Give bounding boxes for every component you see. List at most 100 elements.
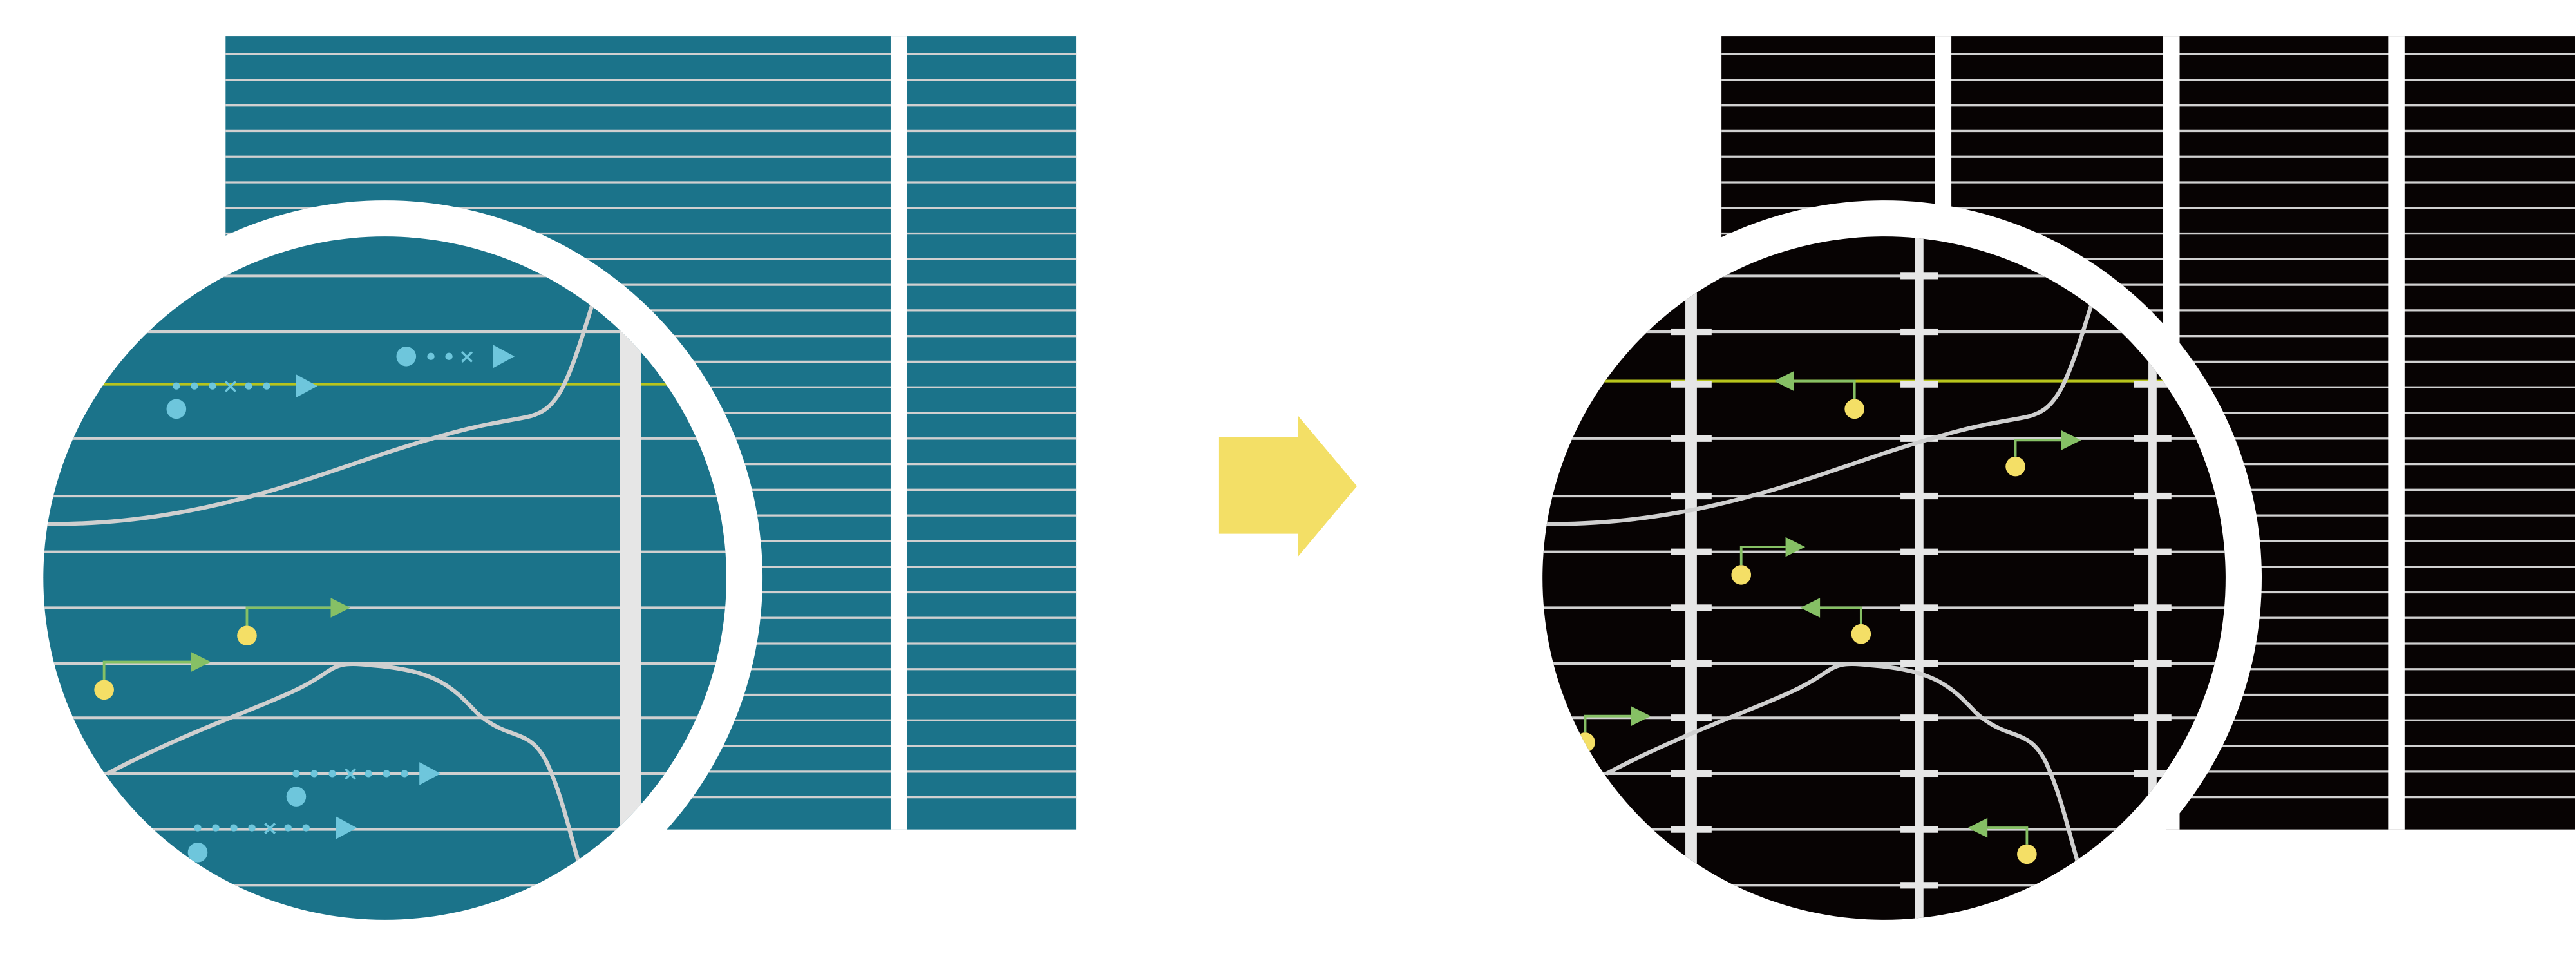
hole-dot xyxy=(1844,399,1864,419)
arrow-head-icon xyxy=(2061,430,2081,450)
contact-tick xyxy=(2134,714,2172,721)
arrow-head-icon xyxy=(336,816,357,839)
trail-dot xyxy=(248,824,256,832)
trail-dot xyxy=(365,770,372,778)
bus-bar xyxy=(1685,236,1697,920)
trail-dot xyxy=(209,382,216,390)
before-magnifier-circle: × × × × xyxy=(7,200,763,956)
arrow-head-icon xyxy=(296,374,318,398)
contact-tick xyxy=(1900,826,1938,833)
electron-dot xyxy=(187,843,208,863)
hole-dot xyxy=(2017,844,2037,864)
electron-dot xyxy=(166,399,187,419)
recombination-x-icon: × xyxy=(222,375,239,397)
bus-bar xyxy=(2148,236,2157,920)
contact-tick xyxy=(1671,660,1712,667)
after-magnifier-circle xyxy=(1506,200,2262,956)
arrow-head-icon xyxy=(330,598,351,618)
contact-tick xyxy=(1900,882,1938,889)
grain-boundary-curve xyxy=(1605,662,2080,863)
hole-dot xyxy=(1731,565,1752,585)
contact-tick xyxy=(1900,604,1938,611)
carrier-path xyxy=(1794,379,1856,399)
arrow-head-icon xyxy=(191,652,211,672)
contact-tick xyxy=(2134,548,2172,555)
contact-tick xyxy=(2134,492,2172,500)
trail-dot xyxy=(284,824,292,832)
contact-tick xyxy=(1671,492,1712,500)
bus-bar-gap xyxy=(890,36,907,830)
electron-dot xyxy=(396,346,417,367)
hole-dot xyxy=(237,625,257,646)
trail-dot xyxy=(445,352,453,360)
trail-dot xyxy=(310,770,318,778)
hole-dot xyxy=(94,680,114,700)
arrow-head-icon xyxy=(493,345,515,368)
magnified-content xyxy=(1542,236,2226,920)
recombination-x-icon: × xyxy=(342,763,359,785)
contact-tick xyxy=(1900,492,1938,500)
trail-dot xyxy=(173,382,180,390)
contact-tick xyxy=(1671,381,1712,388)
contact-tick xyxy=(2134,882,2172,889)
contact-tick xyxy=(1671,714,1712,721)
contact-tick xyxy=(1671,770,1712,778)
contact-tick xyxy=(2134,770,2172,778)
hole-dot xyxy=(2005,456,2025,477)
bus-bar xyxy=(1915,236,1924,920)
carrier-path xyxy=(1987,826,2029,845)
carrier-path xyxy=(2014,439,2061,457)
trail-dot xyxy=(263,382,270,390)
carrier-path xyxy=(1820,606,1862,624)
contact-tick xyxy=(2134,604,2172,611)
arrow-head-icon xyxy=(419,762,441,785)
trail-dot xyxy=(302,824,310,832)
contact-tick xyxy=(1900,548,1938,555)
contact-tick xyxy=(1900,660,1938,667)
recombination-x-icon: × xyxy=(261,817,278,839)
contact-tick xyxy=(1671,604,1712,611)
electron-dot xyxy=(286,787,307,807)
grain-boundary-curve xyxy=(46,295,598,526)
arrow-head-icon xyxy=(1800,598,1821,618)
arrow-head-icon xyxy=(1774,371,1794,391)
contact-tick xyxy=(1671,548,1712,555)
contact-tick xyxy=(1900,381,1938,388)
bus-bar-gap xyxy=(2388,36,2405,830)
contact-tick xyxy=(1900,435,1938,442)
grain-boundary-curve xyxy=(1546,295,2096,526)
contact-tick xyxy=(1671,435,1712,442)
trail-dot xyxy=(230,824,238,832)
trail-dot xyxy=(245,382,252,390)
contact-tick xyxy=(1900,714,1938,721)
contact-tick xyxy=(1671,328,1712,336)
contact-tick xyxy=(1900,770,1938,778)
contact-tick xyxy=(2134,381,2172,388)
trail-dot xyxy=(212,824,220,832)
arrow-head-icon xyxy=(1967,817,1988,838)
magnified-area xyxy=(1542,236,2226,920)
trail-dot xyxy=(292,770,300,778)
trail-dot xyxy=(328,770,336,778)
trail-dot xyxy=(194,824,202,832)
magnified-area xyxy=(43,236,726,920)
contact-tick xyxy=(2134,660,2172,667)
grain-boundary-curve xyxy=(106,662,581,863)
bus-bar xyxy=(620,295,641,838)
contact-tick xyxy=(1900,328,1938,336)
recombination-x-icon: × xyxy=(459,345,475,368)
carrier-path xyxy=(245,606,331,626)
right-arrow-icon xyxy=(1218,415,1358,557)
arrow-head-icon xyxy=(1631,706,1651,726)
trail-dot xyxy=(191,382,198,390)
hole-dot xyxy=(1851,624,1871,644)
trail-dot xyxy=(383,770,390,778)
trail-dot xyxy=(427,352,435,360)
magnified-content: × × × × xyxy=(43,274,726,887)
arrow-head-icon xyxy=(1785,537,1806,557)
contact-tick xyxy=(2134,435,2172,442)
carrier-path xyxy=(1739,546,1786,566)
trail-dot xyxy=(401,770,408,778)
carrier-path xyxy=(1584,714,1631,733)
